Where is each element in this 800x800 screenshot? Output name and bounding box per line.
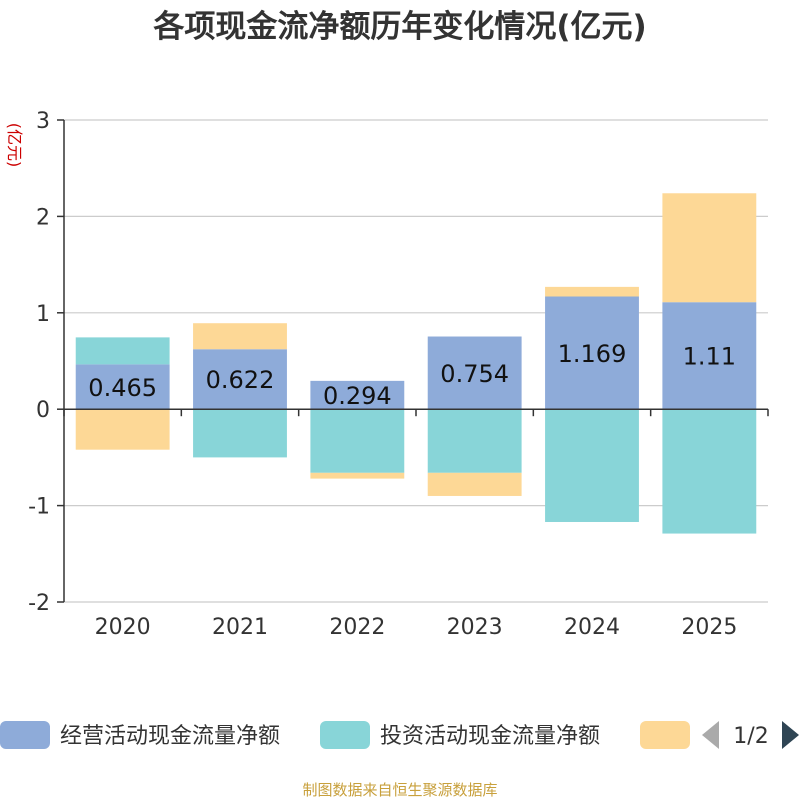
chart-title: 各项现金流净额历年变化情况(亿元): [152, 9, 646, 45]
bar-series2-2025: [662, 409, 757, 534]
bar-value-label: 1.169: [558, 340, 627, 368]
y-tick-label: 1: [36, 302, 50, 327]
data-source-note: 制图数据来自恒生聚源数据库: [302, 781, 497, 799]
bar-series2-2023: [427, 409, 522, 473]
x-tick-label-2025: 2025: [681, 615, 737, 640]
axes: 3 2 1 0 -1 -2 2020 2021 2022 2023 2024 2025: [28, 109, 769, 640]
legend-next-page-icon[interactable]: [782, 721, 799, 749]
data-labels: 0.465 0.622 0.294 0.754 1.169 1.11: [88, 340, 736, 410]
bar-series2-2022: [310, 409, 405, 473]
bar-series1-2025: [662, 302, 757, 410]
bar-series2-2021: [193, 409, 287, 458]
bar-series3-2023: [427, 472, 522, 496]
bar-series1-2024: [545, 296, 639, 410]
legend-swatch-2[interactable]: [320, 721, 370, 749]
y-tick-label: -2: [28, 591, 50, 616]
y-tick-label: 3: [36, 109, 50, 134]
bar-value-label: 1.11: [683, 343, 736, 371]
bar-series2-2024: [545, 409, 639, 522]
bar-series2-2020: [75, 337, 170, 365]
bar-series3-2020: [75, 409, 170, 450]
bar-series1-2020: [75, 364, 170, 410]
y-tick-label: 2: [36, 205, 50, 230]
bar-series3-2025: [662, 193, 757, 303]
x-tick-label-2024: 2024: [564, 615, 620, 640]
y-tick-label: -1: [28, 495, 50, 520]
legend-label-1[interactable]: 经营活动现金流量净额: [60, 724, 280, 749]
bar-series3-2024: [545, 286, 639, 297]
bar-series1-2023: [427, 336, 522, 410]
legend-swatch-3[interactable]: [640, 721, 690, 749]
legend-prev-page-icon[interactable]: [702, 721, 719, 749]
legend-page-indicator: 1/2: [733, 724, 768, 749]
bar-series3-2022: [310, 472, 405, 479]
bar-value-label: 0.622: [206, 366, 275, 394]
x-tick-label-2020: 2020: [95, 615, 151, 640]
y-axis-unit-label: (亿元): [5, 123, 24, 168]
y-tick-label: 0: [36, 398, 50, 423]
bar-value-label: 0.294: [323, 382, 392, 410]
x-tick-label-2022: 2022: [329, 615, 385, 640]
bars: [75, 193, 757, 534]
bar-value-label: 0.754: [440, 360, 509, 388]
bar-value-label: 0.465: [88, 374, 157, 402]
x-tick-label-2021: 2021: [212, 615, 268, 640]
bar-series1-2022: [310, 380, 405, 410]
legend: 经营活动现金流量净额 投资活动现金流量净额 1/2: [0, 721, 799, 749]
x-tick-label-2023: 2023: [447, 615, 503, 640]
legend-swatch-1[interactable]: [0, 721, 50, 749]
bar-series3-2021: [193, 323, 287, 350]
legend-label-2[interactable]: 投资活动现金流量净额: [380, 724, 600, 749]
bar-series1-2021: [193, 349, 287, 410]
